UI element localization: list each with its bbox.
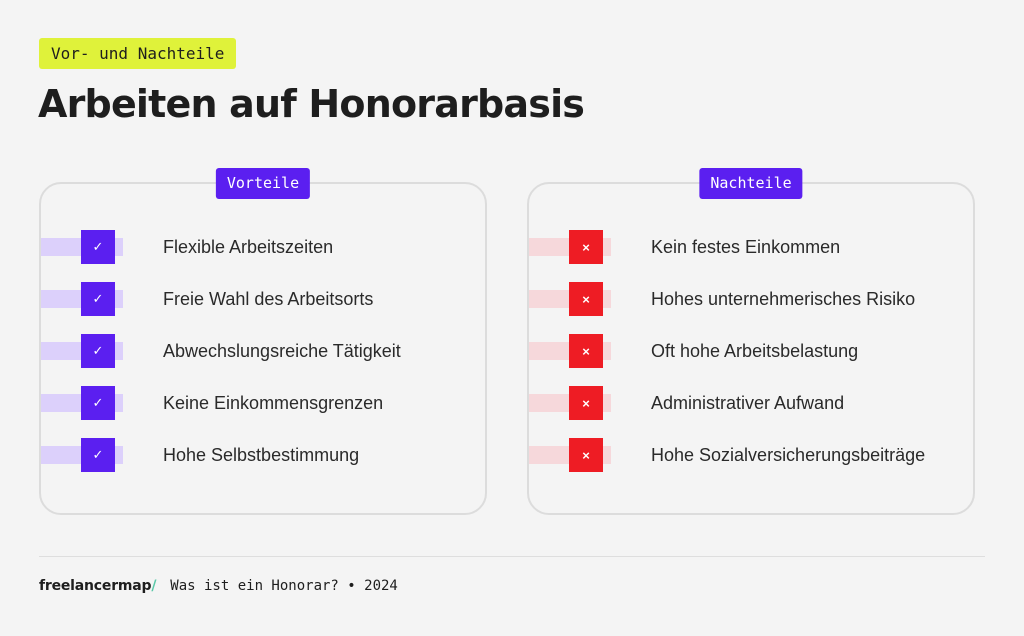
check-icon: ✓ [81, 334, 115, 368]
footer: freelancermap/ Was ist ein Honorar? • 20… [39, 578, 398, 594]
con-item-label: Oft hohe Arbeitsbelastung [651, 341, 859, 361]
cross-icon: × [569, 386, 603, 420]
con-item-label: Administrativer Aufwand [651, 393, 845, 413]
pro-item-label: Freie Wahl des Arbeitsorts [163, 289, 374, 309]
list-item: × Kein festes Einkommen [529, 230, 973, 264]
con-item-label: Hohe Sozialversicherungsbeiträge [651, 445, 926, 465]
list-item: × Hohes unternehmerisches Risiko [529, 282, 973, 316]
cross-icon: × [569, 438, 603, 472]
check-icon: ✓ [81, 386, 115, 420]
check-icon: ✓ [81, 282, 115, 316]
con-item-label: Kein festes Einkommen [651, 237, 841, 257]
list-item: × Administrativer Aufwand [529, 386, 973, 420]
brand-mark: / [151, 578, 157, 594]
check-icon: ✓ [81, 230, 115, 264]
footer-divider [39, 556, 985, 557]
check-icon: ✓ [81, 438, 115, 472]
pro-item-label: Hohe Selbstbestimmung [163, 445, 360, 465]
list-item: ✓ Hohe Selbstbestimmung [41, 438, 485, 472]
cross-icon: × [569, 334, 603, 368]
cons-label: Nachteile [699, 168, 803, 199]
footer-caption: Was ist ein Honorar? • 2024 [170, 578, 398, 594]
pro-item-label: Abwechslungsreiche Tätigkeit [163, 341, 401, 361]
cross-icon: × [569, 282, 603, 316]
pros-panel: Vorteile ✓ Flexible Arbeitszeiten ✓ Frei… [39, 168, 487, 515]
pro-item-label: Flexible Arbeitszeiten [163, 237, 334, 257]
cross-icon: × [569, 230, 603, 264]
list-item: ✓ Abwechslungsreiche Tätigkeit [41, 334, 485, 368]
list-item: ✓ Flexible Arbeitszeiten [41, 230, 485, 264]
page-title: Arbeiten auf Honorarbasis [38, 82, 585, 126]
pro-item-label: Keine Einkommensgrenzen [163, 393, 384, 413]
cons-panel: Nachteile × Kein festes Einkommen × Hohe… [527, 168, 975, 515]
con-item-label: Hohes unternehmerisches Risiko [651, 289, 916, 309]
brand-name: freelancermap [39, 578, 152, 594]
list-item: × Hohe Sozialversicherungsbeiträge [529, 438, 973, 472]
pros-label: Vorteile [215, 168, 311, 199]
list-item: ✓ Keine Einkommensgrenzen [41, 386, 485, 420]
list-item: ✓ Freie Wahl des Arbeitsorts [41, 282, 485, 316]
category-tag: Vor- und Nachteile [39, 38, 237, 69]
brand-logo: freelancermap/ [39, 578, 156, 594]
list-item: × Oft hohe Arbeitsbelastung [529, 334, 973, 368]
